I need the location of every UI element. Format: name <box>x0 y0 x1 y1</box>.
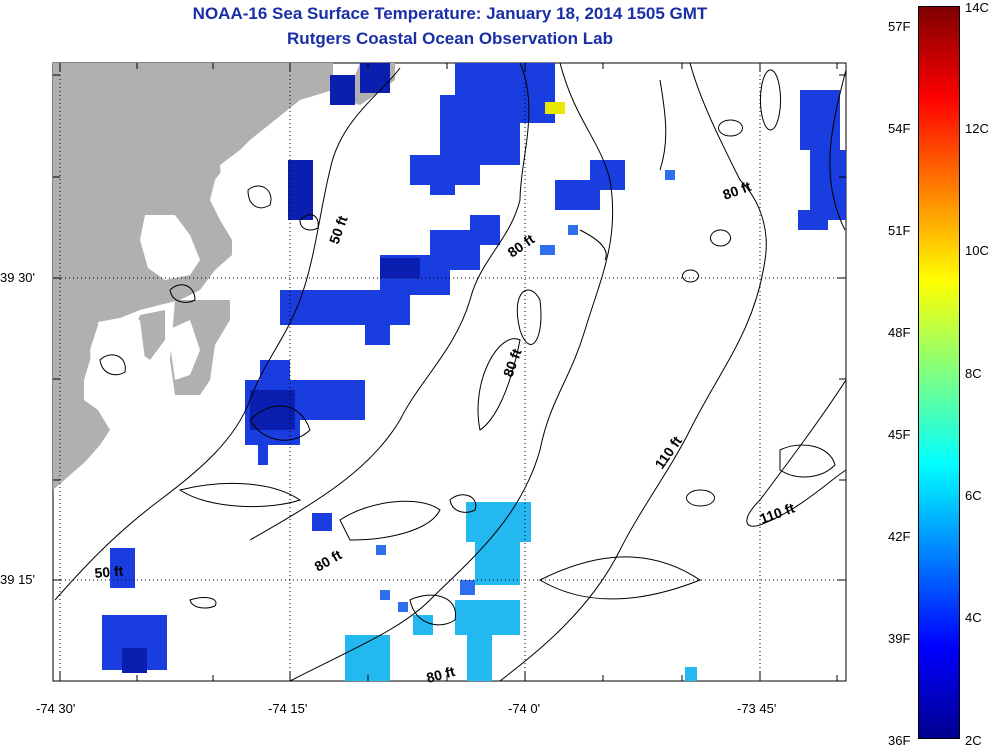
x-tick-label: -73 45' <box>737 701 777 716</box>
colorbar-f-label: 54F <box>888 121 911 136</box>
colorbar-c-label: 10C <box>965 243 989 258</box>
colorbar-f-label: 57F <box>888 19 911 34</box>
map-subtitle: Rutgers Coastal Ocean Observation Lab <box>287 29 613 48</box>
axis-ticks <box>53 63 846 681</box>
x-tick-label: -74 30' <box>36 701 76 716</box>
depth-contours <box>54 62 847 682</box>
colorbar-c-label: 4C <box>965 610 982 625</box>
y-tick-label: 39 30' <box>0 270 36 285</box>
land-gaps <box>90 150 285 400</box>
colorbar-c-label: 8C <box>965 366 982 381</box>
grid-lines <box>53 63 846 681</box>
contour-label: 50 ft <box>94 563 124 581</box>
contour-label: 80 ft <box>425 663 457 686</box>
y-tick-label: 39 15' <box>0 572 36 587</box>
colorbar-f-label: 48F <box>888 325 911 340</box>
colorbar-f-label: 51F <box>888 223 911 238</box>
colorbar-c-label: 2C <box>965 733 982 748</box>
map-title: NOAA-16 Sea Surface Temperature: January… <box>192 4 708 23</box>
temperature-colorbar <box>918 6 960 739</box>
colorbar-c-label: 14C <box>965 0 989 15</box>
colorbar-f-label: 39F <box>888 631 911 646</box>
x-tick-label: -74 15' <box>268 701 308 716</box>
colorbar-f-label: 36F <box>888 733 911 748</box>
colorbar-f-label: 42F <box>888 529 911 544</box>
colorbar-c-label: 12C <box>965 121 989 136</box>
colorbar-f-label: 45F <box>888 427 911 442</box>
x-tick-label: -74 0' <box>508 701 541 716</box>
colorbar-c-label: 6C <box>965 488 982 503</box>
sst-pixels <box>102 63 846 681</box>
